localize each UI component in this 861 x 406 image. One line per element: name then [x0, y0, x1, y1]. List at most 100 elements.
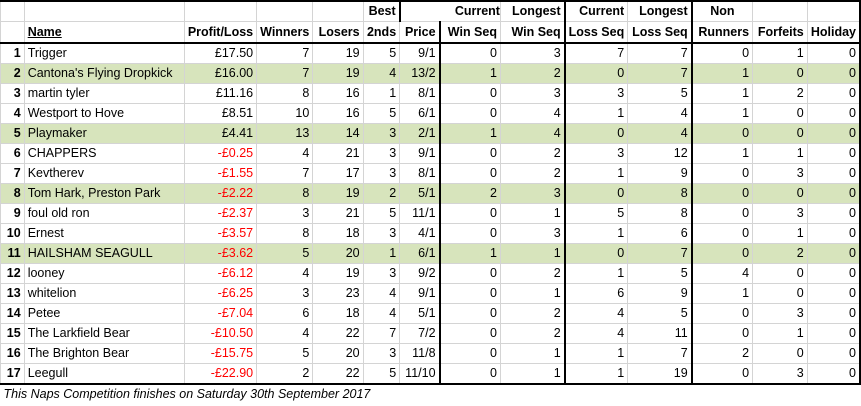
current-loss-seq-cell[interactable]: 1: [564, 263, 629, 284]
price-cell[interactable]: 6/1: [399, 243, 441, 264]
winners-cell[interactable]: 8: [256, 83, 314, 104]
price-cell[interactable]: 4/1: [399, 223, 441, 244]
winners-cell[interactable]: 3: [256, 203, 314, 224]
non-runners-cell[interactable]: 0: [691, 183, 754, 204]
current-loss-seq-cell[interactable]: 0: [564, 63, 629, 84]
longest-win-seq-cell[interactable]: 1: [499, 363, 566, 385]
price-cell[interactable]: 11/1: [399, 203, 441, 224]
price-cell[interactable]: 11/8: [399, 343, 441, 364]
seconds-cell[interactable]: 4: [362, 283, 401, 304]
losers-cell[interactable]: 17: [312, 163, 364, 184]
non-runners-cell[interactable]: 2: [691, 343, 754, 364]
price-cell[interactable]: 11/10: [399, 363, 441, 385]
seconds-cell[interactable]: 5: [362, 203, 401, 224]
seconds-cell[interactable]: 1: [362, 243, 401, 264]
winners-cell[interactable]: 8: [256, 183, 314, 204]
longest-win-seq-cell[interactable]: 2: [499, 323, 566, 344]
rank-cell[interactable]: 14: [0, 303, 25, 324]
price-cell[interactable]: 7/2: [399, 323, 441, 344]
forfeits-cell[interactable]: 0: [752, 343, 808, 364]
losers-cell[interactable]: 23: [312, 283, 364, 304]
seconds-cell[interactable]: 4: [362, 63, 401, 84]
current-win-seq-cell[interactable]: 1: [438, 123, 501, 144]
current-win-seq-cell[interactable]: 0: [438, 323, 501, 344]
winners-cell[interactable]: 4: [256, 143, 314, 164]
losers-cell[interactable]: 19: [312, 263, 364, 284]
profit-loss-cell[interactable]: £17.50: [183, 42, 258, 64]
longest-loss-seq-cell[interactable]: 7: [627, 243, 693, 264]
losers-cell[interactable]: 18: [312, 303, 364, 324]
winners-cell[interactable]: 3: [256, 283, 314, 304]
current-win-seq-cell[interactable]: 0: [438, 303, 501, 324]
current-loss-seq-cell[interactable]: 5: [564, 203, 629, 224]
winners-cell[interactable]: 7: [256, 163, 314, 184]
current-win-seq-cell[interactable]: 0: [438, 363, 501, 385]
profit-loss-cell[interactable]: £16.00: [183, 63, 258, 84]
profit-loss-cell[interactable]: -£7.04: [183, 303, 258, 324]
current-loss-seq-cell[interactable]: 0: [564, 183, 629, 204]
current-win-seq-cell[interactable]: 1: [438, 243, 501, 264]
current-win-seq-cell[interactable]: 0: [438, 103, 501, 124]
non-runners-cell[interactable]: 1: [691, 63, 754, 84]
name-cell[interactable]: looney: [23, 263, 185, 284]
longest-win-seq-cell[interactable]: 1: [499, 203, 566, 224]
longest-win-seq-cell[interactable]: 2: [499, 163, 566, 184]
profit-loss-cell[interactable]: -£6.12: [183, 263, 258, 284]
current-win-seq-cell[interactable]: 0: [438, 343, 501, 364]
seconds-cell[interactable]: 1: [362, 83, 401, 104]
name-cell[interactable]: Kevtherev: [23, 163, 185, 184]
rank-cell[interactable]: 7: [0, 163, 25, 184]
longest-loss-seq-cell[interactable]: 8: [627, 183, 693, 204]
longest-win-seq-cell[interactable]: 4: [499, 123, 566, 144]
losers-cell[interactable]: 18: [312, 223, 364, 244]
winners-cell[interactable]: 4: [256, 263, 314, 284]
seconds-cell[interactable]: 5: [362, 363, 401, 385]
seconds-cell[interactable]: 7: [362, 323, 401, 344]
rank-cell[interactable]: 11: [0, 243, 25, 264]
rank-cell[interactable]: 8: [0, 183, 25, 204]
price-cell[interactable]: 6/1: [399, 103, 441, 124]
losers-cell[interactable]: 16: [312, 103, 364, 124]
rank-cell[interactable]: 10: [0, 223, 25, 244]
losers-cell[interactable]: 22: [312, 363, 364, 385]
price-cell[interactable]: 5/1: [399, 303, 441, 324]
profit-loss-cell[interactable]: -£3.62: [183, 243, 258, 264]
losers-cell[interactable]: 21: [312, 143, 364, 164]
current-loss-seq-cell[interactable]: 1: [564, 103, 629, 124]
winners-cell[interactable]: 6: [256, 303, 314, 324]
rank-cell[interactable]: 2: [0, 63, 25, 84]
losers-cell[interactable]: 19: [312, 63, 364, 84]
name-cell[interactable]: Westport to Hove: [23, 103, 185, 124]
seconds-cell[interactable]: 5: [362, 42, 401, 64]
non-runners-cell[interactable]: 0: [691, 323, 754, 344]
winners-cell[interactable]: 7: [256, 63, 314, 84]
longest-loss-seq-cell[interactable]: 5: [627, 263, 693, 284]
profit-loss-cell[interactable]: -£22.90: [183, 363, 258, 385]
rank-cell[interactable]: 3: [0, 83, 25, 104]
rank-cell[interactable]: 13: [0, 283, 25, 304]
profit-loss-cell[interactable]: -£1.55: [183, 163, 258, 184]
non-runners-cell[interactable]: 1: [691, 83, 754, 104]
longest-win-seq-cell[interactable]: 1: [499, 243, 566, 264]
profit-loss-cell[interactable]: -£6.25: [183, 283, 258, 304]
longest-loss-seq-cell[interactable]: 5: [627, 83, 693, 104]
longest-loss-seq-cell[interactable]: 7: [627, 343, 693, 364]
longest-win-seq-cell[interactable]: 1: [499, 283, 566, 304]
losers-cell[interactable]: 14: [312, 123, 364, 144]
non-runners-cell[interactable]: 1: [691, 283, 754, 304]
current-loss-seq-cell[interactable]: 3: [564, 143, 629, 164]
holiday-cell[interactable]: 0: [806, 63, 861, 84]
name-cell[interactable]: foul old ron: [23, 203, 185, 224]
longest-loss-seq-cell[interactable]: 7: [627, 42, 693, 64]
longest-loss-seq-cell[interactable]: 9: [627, 283, 693, 304]
price-cell[interactable]: 13/2: [399, 63, 441, 84]
holiday-cell[interactable]: 0: [806, 123, 861, 144]
longest-loss-seq-cell[interactable]: 7: [627, 63, 693, 84]
winners-cell[interactable]: 10: [256, 103, 314, 124]
price-cell[interactable]: 2/1: [399, 123, 441, 144]
name-cell[interactable]: Petee: [23, 303, 185, 324]
name-cell[interactable]: HAILSHAM SEAGULL: [23, 243, 185, 264]
holiday-cell[interactable]: 0: [806, 42, 861, 64]
seconds-cell[interactable]: 3: [362, 143, 401, 164]
longest-loss-seq-cell[interactable]: 5: [627, 303, 693, 324]
